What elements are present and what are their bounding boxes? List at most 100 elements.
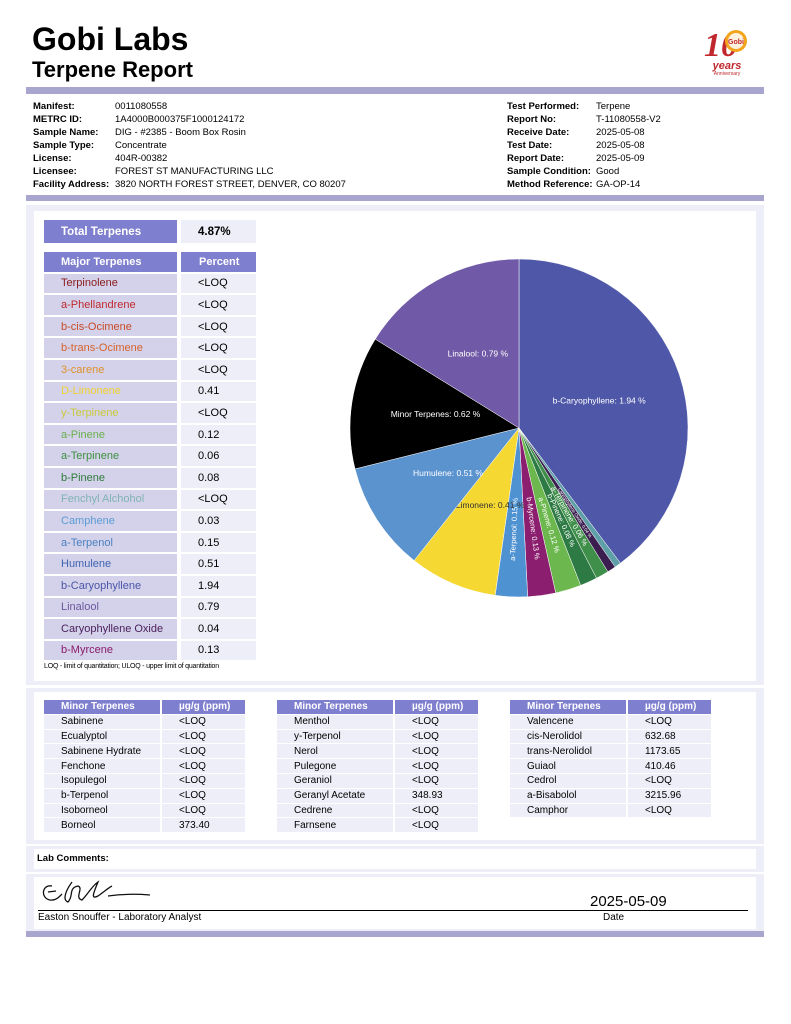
minor-terpene-ppm: <LOQ — [162, 773, 245, 788]
terpene-name: 3-carene — [44, 359, 177, 380]
minor-header-name: Minor Terpenes — [44, 700, 160, 714]
meta-row: Licensee: FOREST ST MANUFACTURING LLC — [33, 165, 346, 178]
minor-terpene-name: Ecualyptol — [44, 729, 160, 744]
meta-value: 0011080558 — [115, 101, 168, 112]
minor-header: Minor Terpenes µg/g (ppm) — [510, 700, 711, 714]
pie-label: Linalool: 0.79 % — [448, 348, 509, 358]
meta-value: Terpene — [596, 101, 631, 112]
minor-terpene-row: trans-Nerolidol 1173.65 — [510, 744, 711, 759]
terpene-percent: <LOQ — [181, 316, 256, 337]
minor-terpene-row: Sabinene Hydrate <LOQ — [44, 744, 245, 759]
minor-terpene-row: Ecualyptol <LOQ — [44, 729, 245, 744]
terpene-name: Caryophyllene Oxide — [44, 619, 177, 639]
minor-header: Minor Terpenes µg/g (ppm) — [44, 700, 245, 714]
total-value: 4.87% — [181, 220, 256, 243]
minor-terpene-row: Isopulegol <LOQ — [44, 773, 245, 788]
pie-label: b-Caryophyllene: 1.94 % — [553, 396, 647, 406]
meta-row: Test Performed: Terpene — [507, 100, 661, 113]
meta-key: Sample Name: — [33, 127, 99, 138]
minor-terpene-row: Isoborneol <LOQ — [44, 803, 245, 818]
minor-header: Minor Terpenes µg/g (ppm) — [277, 700, 478, 714]
minor-terpene-ppm: 3215.96 — [628, 788, 711, 803]
signature-line — [38, 910, 748, 911]
total-label: Total Terpenes — [44, 220, 177, 243]
minor-terpene-ppm: <LOQ — [628, 714, 711, 729]
terpene-name: D-Limonene — [44, 381, 177, 402]
terpene-name: b-Myrcene — [44, 640, 177, 661]
meta-row: METRC ID: 1A4000B000375F1000124172 — [33, 113, 346, 126]
meta-key: Sample Condition: — [507, 166, 591, 177]
minor-terpene-name: y-Terpenol — [277, 729, 393, 744]
meta-row: Report No: T-11080558-V2 — [507, 113, 661, 126]
meta-row: Sample Type: Concentrate — [33, 139, 346, 152]
minor-terpene-row: Pulegone <LOQ — [277, 759, 478, 773]
meta-value: 3820 NORTH FOREST STREET, DENVER, CO 802… — [115, 179, 346, 190]
major-terpene-row: Linalool 0.79 — [44, 597, 256, 618]
terpene-name: Humulene — [44, 554, 177, 574]
minor-terpene-ppm: <LOQ — [162, 744, 245, 759]
minor-terpene-ppm: 410.46 — [628, 759, 711, 773]
minor-terpene-name: Cedrene — [277, 803, 393, 818]
minor-terpene-name: Sabinene Hydrate — [44, 744, 160, 759]
analyst-signature — [42, 880, 151, 903]
meta-row: Manifest: 0011080558 — [33, 100, 346, 113]
minor-terpene-ppm: <LOQ — [395, 729, 478, 744]
major-header-percent: Percent — [181, 252, 256, 272]
pie-slice-b-caryophyllene — [518, 258, 689, 564]
terpene-percent: 1.94 — [181, 575, 256, 596]
major-terpene-row: Camphene 0.03 — [44, 511, 256, 531]
minor-terpene-row: Sabinene <LOQ — [44, 714, 245, 729]
minor-table-2: Minor Terpenes µg/g (ppm) Menthol <LOQ y-Ter… — [277, 700, 478, 833]
minor-terpene-name: Pulegone — [277, 759, 393, 773]
minor-terpene-name: b-Terpenol — [44, 788, 160, 803]
minor-terpene-ppm: <LOQ — [395, 773, 478, 788]
meta-key: Facility Address: — [33, 179, 110, 190]
minor-terpene-ppm: <LOQ — [162, 759, 245, 773]
terpene-name: b-Pinene — [44, 467, 177, 488]
meta-key: Test Performed: — [507, 101, 580, 112]
minor-terpene-name: Nerol — [277, 744, 393, 759]
minor-terpene-row: Nerol <LOQ — [277, 744, 478, 759]
meta-row: Report Date: 2025-05-09 — [507, 152, 661, 165]
minor-terpene-name: Isopulegol — [44, 773, 160, 788]
meta-key: Licensee: — [33, 166, 77, 177]
major-terpene-row: y-Terpinene <LOQ — [44, 403, 256, 423]
major-terpene-row: D-Limonene 0.41 — [44, 381, 256, 402]
terpene-name: y-Terpinene — [44, 403, 177, 423]
minor-terpene-row: Cedrol <LOQ — [510, 773, 711, 788]
pie-slice-d-limonene — [413, 427, 520, 596]
minor-terpene-name: Guiaol — [510, 759, 626, 773]
sample-info: Manifest: 0011080558 METRC ID: 1A4000B00037… — [33, 100, 346, 191]
pie-slice-linalool — [374, 258, 520, 429]
minor-terpene-name: Farnsene — [277, 818, 393, 833]
meta-key: Manifest: — [33, 101, 75, 112]
meta-row: License: 404R-00382 — [33, 152, 346, 165]
terpene-percent: 0.03 — [181, 511, 256, 531]
minor-terpene-name: Cedrol — [510, 773, 626, 788]
major-terpene-row: b-trans-Ocimene <LOQ — [44, 338, 256, 358]
lab-comments-label: Lab Comments: — [37, 853, 109, 864]
logo-gobi: Gobi — [728, 39, 744, 46]
terpene-percent: 0.79 — [181, 597, 256, 618]
minor-terpene-ppm: 373.40 — [162, 818, 245, 833]
meta-row: Method Reference: GA-OP-14 — [507, 178, 661, 191]
terpene-percent: <LOQ — [181, 273, 256, 294]
minor-header-name: Minor Terpenes — [277, 700, 393, 714]
major-terpene-row: b-Pinene 0.08 — [44, 467, 256, 488]
terpene-percent: <LOQ — [181, 403, 256, 423]
major-terpene-row: Humulene 0.51 — [44, 554, 256, 574]
meta-value: Concentrate — [115, 140, 167, 151]
minor-terpene-ppm: 632.68 — [628, 729, 711, 744]
major-terpene-row: a-Terpinene 0.06 — [44, 446, 256, 466]
meta-row: Receive Date: 2025-05-08 — [507, 126, 661, 139]
pie-label: a-Terpenol: 0.15 % — [508, 497, 520, 561]
meta-value: GA-OP-14 — [596, 179, 641, 190]
meta-value: 2025-05-08 — [596, 140, 645, 151]
minor-terpene-ppm: <LOQ — [162, 803, 245, 818]
minor-terpene-name: Menthol — [277, 714, 393, 729]
minor-terpene-ppm: <LOQ — [162, 714, 245, 729]
meta-divider — [26, 195, 764, 201]
minor-header-ppm: µg/g (ppm) — [395, 700, 478, 714]
minor-terpene-ppm: <LOQ — [628, 773, 711, 788]
terpene-name: b-trans-Ocimene — [44, 338, 177, 358]
